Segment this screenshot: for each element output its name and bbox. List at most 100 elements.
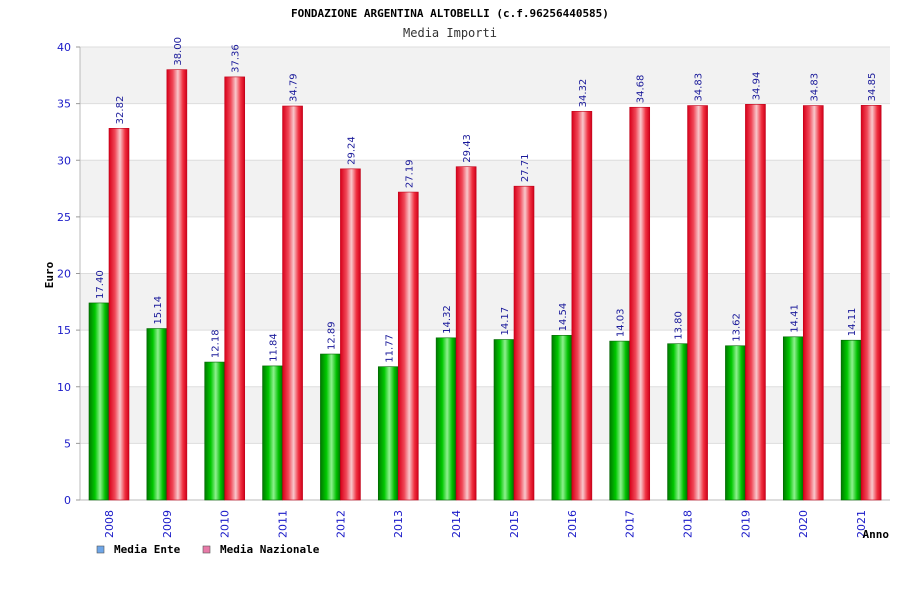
bar-media-ente xyxy=(551,335,573,501)
y-tick-label: 30 xyxy=(57,154,71,167)
bars xyxy=(88,69,882,501)
y-tick-label: 35 xyxy=(57,98,71,111)
y-tick-label: 25 xyxy=(57,211,71,224)
legend-label-media-ente: Media Ente xyxy=(114,543,181,556)
bar-media-nazionale xyxy=(745,104,766,501)
data-label-media-ente: 13.62 xyxy=(731,313,742,342)
data-labels: 17.40 32.82 15.14 38.00 12.18 37.36 11.84 34.79… xyxy=(95,37,878,363)
x-axis-label: Anno xyxy=(863,528,890,541)
data-label-media-nazionale: 34.83 xyxy=(809,73,820,102)
legend-swatch-media-ente xyxy=(96,545,105,554)
data-label-media-nazionale: 27.19 xyxy=(404,159,415,188)
data-label-media-ente: 14.17 xyxy=(500,307,511,336)
data-label-media-ente: 12.89 xyxy=(326,321,337,350)
bar-media-nazionale xyxy=(629,106,651,501)
x-tick-label: 2013 xyxy=(392,510,405,538)
data-label-media-nazionale: 34.94 xyxy=(751,72,762,101)
data-label-media-ente: 12.18 xyxy=(211,329,222,358)
grid-band xyxy=(80,160,890,217)
data-label-media-nazionale: 27.71 xyxy=(520,154,531,183)
legend-label-media-nazionale: Media Nazionale xyxy=(220,543,320,556)
data-label-media-nazionale: 34.85 xyxy=(867,73,878,102)
grid-band xyxy=(80,330,890,387)
bar-media-nazionale xyxy=(687,105,708,501)
bar-media-nazionale xyxy=(340,168,361,501)
x-tick-label: 2020 xyxy=(797,510,810,538)
bar-media-nazionale xyxy=(571,111,593,501)
bar-media-ente xyxy=(725,345,746,501)
chart-title: FONDAZIONE ARGENTINA ALTOBELLI (c.f.9625… xyxy=(291,7,609,20)
y-tick-label: 10 xyxy=(57,381,71,394)
bar-media-nazionale xyxy=(513,185,535,501)
data-label-media-ente: 14.03 xyxy=(616,308,627,337)
grid-band xyxy=(80,47,890,104)
x-tick-label: 2012 xyxy=(334,510,347,538)
grid-band xyxy=(80,216,890,274)
data-label-media-nazionale: 29.24 xyxy=(346,136,357,165)
x-tick-label: 2010 xyxy=(219,510,232,538)
data-label-media-nazionale: 34.68 xyxy=(636,75,647,104)
data-label-media-ente: 11.84 xyxy=(269,333,280,362)
bar-media-nazionale xyxy=(108,128,130,501)
x-tick-label: 2016 xyxy=(566,510,579,538)
bar-media-ente xyxy=(88,302,110,501)
data-label-media-ente: 14.11 xyxy=(847,308,858,337)
y-tick-label: 0 xyxy=(64,494,71,507)
x-tick-label: 2015 xyxy=(508,510,521,538)
data-label-media-nazionale: 34.79 xyxy=(289,73,300,102)
bar-media-ente xyxy=(493,339,515,501)
x-tick-label: 2009 xyxy=(161,510,174,538)
x-axis-ticks: 2008 2009 2010 2011 2012 2013 2014 2015 2016 2017… xyxy=(103,510,868,538)
x-tick-label: 2019 xyxy=(739,510,752,538)
bar-media-nazionale xyxy=(802,105,824,501)
bar-media-nazionale xyxy=(455,166,477,501)
bar-media-nazionale xyxy=(224,76,246,501)
grid-band xyxy=(80,386,890,444)
y-tick-label: 20 xyxy=(57,268,71,281)
data-label-media-ente: 17.40 xyxy=(95,270,106,299)
data-label-media-nazionale: 34.83 xyxy=(694,73,705,102)
legend: Media Ente Media Nazionale xyxy=(96,543,320,556)
bar-media-ente xyxy=(609,340,631,501)
x-tick-label: 2017 xyxy=(624,510,637,538)
data-label-media-nazionale: 29.43 xyxy=(462,134,473,163)
data-label-media-nazionale: 37.36 xyxy=(231,44,242,73)
data-label-media-nazionale: 32.82 xyxy=(115,96,126,125)
x-tick-label: 2014 xyxy=(450,510,463,538)
bar-media-ente xyxy=(262,365,283,501)
chart-subtitle: Media Importi xyxy=(403,26,497,40)
x-tick-label: 2011 xyxy=(277,510,290,538)
grid-band xyxy=(80,443,890,500)
grid-band xyxy=(80,273,890,331)
y-tick-label: 15 xyxy=(57,324,71,337)
bar-media-nazionale xyxy=(282,105,303,501)
bar-media-nazionale xyxy=(397,191,419,501)
bar-media-ente xyxy=(435,337,457,501)
x-tick-label: 2008 xyxy=(103,510,116,538)
bar-media-ente xyxy=(782,336,804,501)
data-label-media-ente: 13.80 xyxy=(674,311,685,340)
bar-media-ente xyxy=(377,366,399,501)
y-axis-ticks: 0 5 10 15 20 25 30 35 40 xyxy=(57,41,80,507)
y-tick-label: 40 xyxy=(57,41,71,54)
data-label-media-ente: 14.54 xyxy=(558,303,569,332)
bar-media-ente xyxy=(146,328,168,501)
data-label-media-nazionale: 34.32 xyxy=(578,79,589,108)
x-tick-label: 2018 xyxy=(682,510,695,538)
bar-media-ente xyxy=(204,361,226,501)
y-axis-label: Euro xyxy=(43,261,56,288)
bar-media-ente xyxy=(840,339,862,501)
data-label-media-ente: 15.14 xyxy=(153,296,164,325)
y-tick-label: 5 xyxy=(64,437,71,450)
data-label-media-ente: 11.77 xyxy=(384,334,395,363)
data-label-media-ente: 14.41 xyxy=(789,304,800,333)
bar-media-nazionale xyxy=(166,69,188,501)
x-tick-label: 2021 xyxy=(855,510,868,538)
bar-media-ente xyxy=(667,343,688,501)
data-label-media-nazionale: 38.00 xyxy=(173,37,184,66)
bar-media-nazionale xyxy=(860,105,882,501)
grid-band xyxy=(80,103,890,161)
legend-swatch-media-nazionale xyxy=(202,545,211,554)
data-label-media-ente: 14.32 xyxy=(442,305,453,334)
